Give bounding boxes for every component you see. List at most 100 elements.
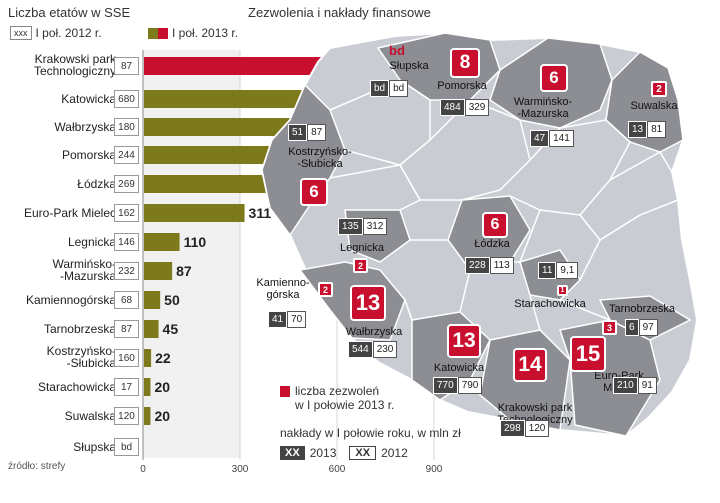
region-name: Pomorska	[437, 80, 487, 92]
outlay-pair: 135 312	[338, 218, 388, 235]
value-2012-box: 87	[114, 57, 139, 75]
outlay-2012: bd	[389, 80, 409, 97]
source-note: źródło: strefy	[8, 461, 66, 472]
outlay-2013-year: 2013	[309, 446, 337, 460]
bar-2013	[144, 204, 245, 222]
bar-2013	[144, 175, 284, 193]
bar-2013	[144, 262, 173, 280]
outlay-2013: 770	[433, 377, 458, 394]
outlay-2012: 81	[647, 121, 667, 138]
legend-2013-swatch-olive	[148, 27, 158, 39]
category-label: Starachowicka	[37, 380, 116, 394]
bar-2013	[144, 146, 296, 164]
value-2012-box: 160	[114, 349, 139, 367]
value-2012-box: 162	[114, 204, 139, 222]
region-name: Starachowicka	[514, 298, 586, 310]
legend-2013-swatch-red	[158, 27, 168, 39]
outlay-2012: 9,1	[556, 262, 579, 279]
map-legend-permits: liczba zezwoleń w I połowie 2013 r.	[280, 384, 394, 412]
bar-2013	[144, 233, 180, 251]
outlay-pair: bd bd	[370, 80, 409, 97]
outlay-pair: 770 790	[433, 377, 483, 394]
outlay-pair: 47 141	[530, 130, 574, 147]
region-name: Suwalska	[630, 100, 678, 112]
outlay-2013: 13	[628, 121, 648, 138]
value-2012-box: 269	[114, 175, 139, 193]
legend-2012-box: xxx	[10, 26, 32, 40]
category-label: Słupska	[73, 440, 116, 454]
permit-badge: 6	[540, 64, 568, 92]
outlay-2013: bd	[370, 80, 390, 97]
permit-badge: 13	[447, 324, 481, 358]
bar-2013	[144, 320, 159, 338]
outlay-2012: 91	[637, 377, 657, 394]
outlay-2012-year: 2012	[381, 446, 408, 460]
outlay-2013: 6	[625, 319, 639, 336]
region-name: Kamienno-górska	[256, 277, 310, 301]
legend-2013: I poł. 2013 r.	[148, 26, 238, 40]
x-tick-label: 600	[328, 464, 346, 475]
legend-2012-label: I poł. 2012 r.	[35, 26, 102, 40]
legend-2012: xxx I poł. 2012 r.	[10, 26, 102, 40]
value-2013-label: 20	[154, 408, 171, 424]
outlay-2012-box: XX	[349, 446, 377, 460]
region-border	[509, 119, 631, 216]
outlay-pair: 6 97	[625, 319, 658, 336]
outlay-pair: 41 70	[268, 311, 307, 328]
bar-chart-title: Liczba etatów w SSE	[8, 5, 131, 20]
permit-badge: 14	[513, 348, 547, 382]
outlay-2013: 298	[500, 420, 525, 437]
map-legend-outlays: nakłady w I połowie roku, w mln zł	[280, 426, 461, 440]
x-tick-label: 0	[140, 464, 146, 475]
outlay-2012: 329	[464, 99, 490, 116]
permit-badge: 2	[353, 258, 368, 273]
outlay-2012: 70	[287, 311, 307, 328]
value-2012-box: 87	[114, 320, 139, 338]
region-name: Kostrzyńsko- -Słubicka	[288, 146, 352, 170]
category-label: Legnicka	[67, 235, 116, 249]
map-zone	[598, 295, 692, 341]
bar-2013	[144, 291, 161, 309]
value-2012-box: 68	[114, 291, 139, 309]
permit-badge: 15	[570, 336, 606, 372]
outlay-2013: 11	[538, 262, 557, 279]
value-2013-label: 50	[164, 292, 180, 308]
permits-swatch	[280, 386, 290, 397]
value-2012-box: 180	[114, 118, 139, 136]
region-name: Legnicka	[339, 242, 385, 254]
permit-badge: 2	[318, 282, 333, 297]
outlay-2012: 312	[362, 218, 388, 235]
region-border	[404, 269, 611, 331]
x-tick-label: 300	[231, 464, 249, 475]
permit-count: bd	[389, 43, 405, 58]
value-2012-box: 17	[114, 378, 139, 396]
outlay-2013: 484	[440, 99, 465, 116]
outlay-pair: 210 91	[613, 377, 657, 394]
outlay-2013: 210	[613, 377, 638, 394]
outlay-2012: 113	[489, 257, 514, 274]
category-label: Łódzka	[77, 177, 116, 191]
category-label: Tarnobrzeska	[43, 322, 116, 336]
category-label: Krakowski park Technologiczny	[33, 52, 116, 78]
region-name: Katowicka	[433, 362, 485, 374]
value-2012-box: 146	[114, 233, 139, 251]
outlay-2012: 790	[457, 377, 483, 394]
outlay-2013-box: XX	[280, 446, 305, 460]
category-label: Suwalska	[64, 409, 116, 423]
category-label: Euro-Park Mielec	[23, 206, 116, 220]
outlay-pair: 484 329	[440, 99, 490, 116]
value-2013-label: 110	[183, 234, 207, 250]
outlay-2012: 97	[638, 319, 658, 336]
outlay-2012: 141	[549, 130, 574, 147]
value-2013-label: 20	[154, 379, 171, 395]
value-2013-label: 45	[162, 321, 179, 337]
value-2012-box: 680	[114, 90, 139, 108]
bar-2013	[144, 349, 152, 367]
region-name: Słupska	[389, 60, 429, 72]
category-label: Wałbrzyska	[54, 120, 116, 134]
value-2013-label: 311	[248, 205, 272, 221]
permit-badge: 13	[350, 285, 386, 321]
outlay-2013: 228	[465, 257, 490, 274]
permit-badge: 6	[482, 212, 508, 238]
